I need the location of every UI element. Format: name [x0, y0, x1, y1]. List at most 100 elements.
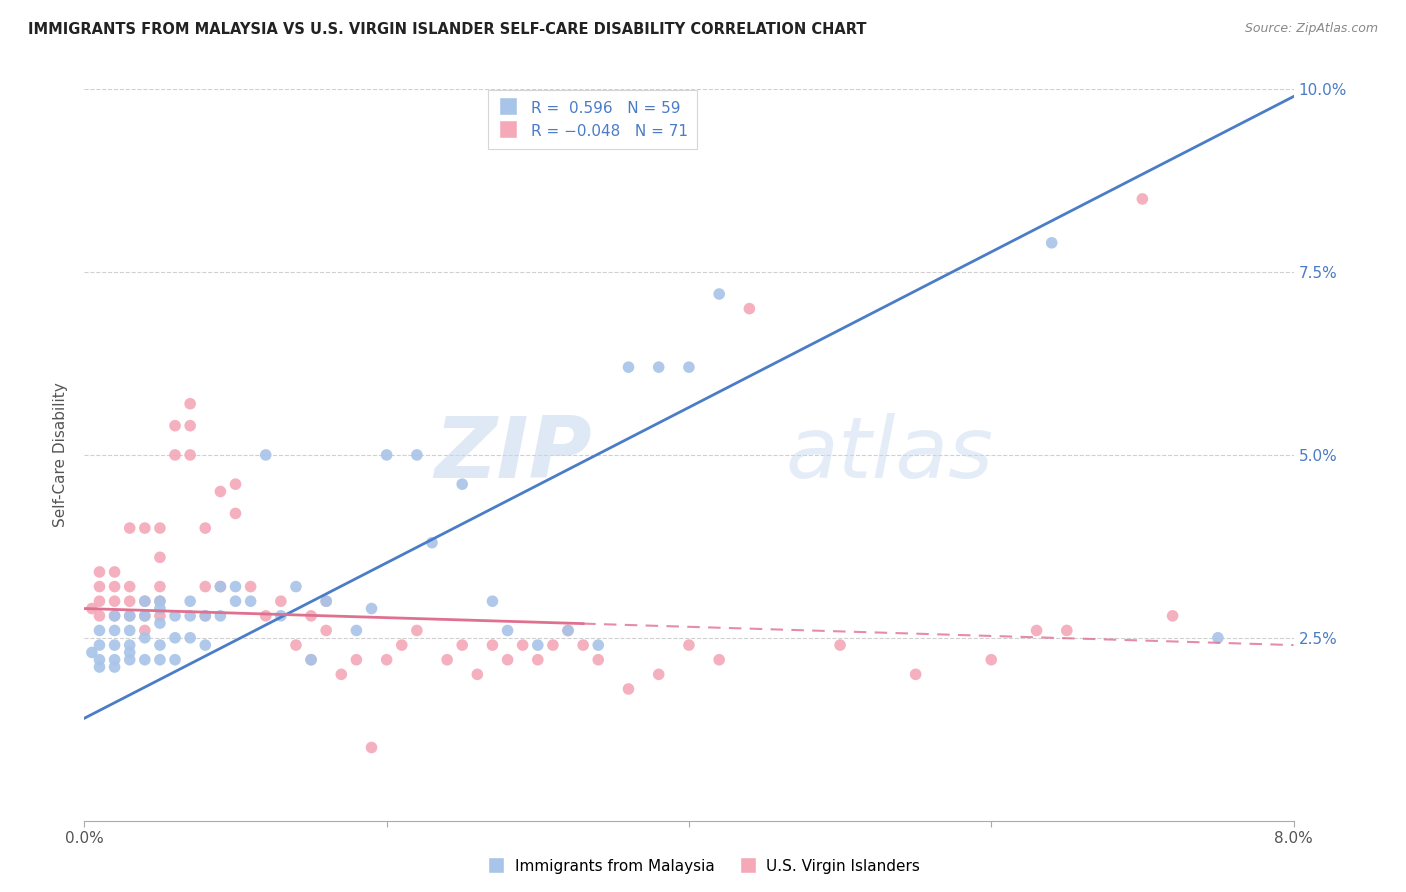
Point — [239, 580, 262, 594]
Point — [134, 624, 156, 638]
Point — [149, 521, 172, 535]
Point — [179, 397, 201, 411]
Point — [375, 653, 398, 667]
Point — [134, 594, 156, 608]
Point — [134, 608, 156, 623]
Point — [285, 638, 308, 652]
Text: Source: ZipAtlas.com: Source: ZipAtlas.com — [1244, 22, 1378, 36]
Point — [315, 594, 337, 608]
Legend: Immigrants from Malaysia, U.S. Virgin Islanders: Immigrants from Malaysia, U.S. Virgin Is… — [479, 853, 927, 880]
Point — [89, 608, 111, 623]
Point — [738, 301, 761, 316]
Point — [165, 418, 187, 433]
Point — [104, 565, 127, 579]
Point — [588, 653, 610, 667]
Point — [149, 601, 172, 615]
Point — [346, 624, 368, 638]
Point — [678, 360, 700, 375]
Point — [481, 594, 503, 608]
Point — [80, 601, 103, 615]
Point — [118, 645, 141, 659]
Point — [80, 645, 103, 659]
Point — [648, 667, 671, 681]
Point — [406, 624, 429, 638]
Point — [299, 653, 322, 667]
Point — [451, 477, 474, 491]
Point — [1040, 235, 1063, 250]
Point — [541, 638, 564, 652]
Point — [346, 653, 368, 667]
Point — [165, 608, 187, 623]
Point — [467, 667, 489, 681]
Point — [194, 580, 217, 594]
Point — [360, 601, 382, 615]
Point — [209, 608, 232, 623]
Point — [557, 624, 579, 638]
Point — [118, 608, 141, 623]
Point — [149, 616, 172, 631]
Point — [557, 624, 579, 638]
Point — [436, 653, 458, 667]
Point — [149, 594, 172, 608]
Point — [118, 521, 141, 535]
Point — [89, 594, 111, 608]
Point — [299, 653, 322, 667]
Point — [270, 594, 292, 608]
Point — [89, 660, 111, 674]
Point — [527, 653, 550, 667]
Point — [830, 638, 852, 652]
Point — [89, 580, 111, 594]
Point — [527, 638, 550, 652]
Point — [118, 580, 141, 594]
Legend: R =  0.596   N = 59, R = −0.048   N = 71: R = 0.596 N = 59, R = −0.048 N = 71 — [488, 89, 697, 149]
Point — [118, 638, 141, 652]
Point — [149, 608, 172, 623]
Point — [104, 594, 127, 608]
Point — [1132, 192, 1154, 206]
Point — [225, 594, 247, 608]
Point — [194, 608, 217, 623]
Point — [270, 608, 292, 623]
Point — [149, 550, 172, 565]
Point — [420, 535, 443, 549]
Point — [194, 608, 217, 623]
Point — [149, 594, 172, 608]
Point — [165, 631, 187, 645]
Point — [588, 638, 610, 652]
Point — [406, 448, 429, 462]
Text: atlas: atlas — [786, 413, 994, 497]
Point — [572, 638, 595, 652]
Point — [225, 507, 247, 521]
Point — [179, 631, 201, 645]
Point — [678, 638, 700, 652]
Point — [104, 624, 127, 638]
Point — [980, 653, 1002, 667]
Point — [104, 608, 127, 623]
Point — [496, 624, 519, 638]
Text: IMMIGRANTS FROM MALAYSIA VS U.S. VIRGIN ISLANDER SELF-CARE DISABILITY CORRELATIO: IMMIGRANTS FROM MALAYSIA VS U.S. VIRGIN … — [28, 22, 866, 37]
Point — [1025, 624, 1047, 638]
Point — [299, 608, 322, 623]
Point — [225, 580, 247, 594]
Point — [134, 594, 156, 608]
Text: ZIP: ZIP — [434, 413, 592, 497]
Point — [254, 448, 277, 462]
Point — [104, 608, 127, 623]
Point — [179, 594, 201, 608]
Point — [648, 360, 671, 375]
Point — [617, 681, 640, 696]
Point — [1206, 631, 1229, 645]
Point — [375, 448, 398, 462]
Point — [315, 624, 337, 638]
Point — [165, 653, 187, 667]
Point — [118, 653, 141, 667]
Point — [118, 594, 141, 608]
Point — [194, 521, 217, 535]
Point — [118, 608, 141, 623]
Point — [1161, 608, 1184, 623]
Point — [709, 287, 731, 301]
Point — [451, 638, 474, 652]
Point — [481, 638, 503, 652]
Point — [118, 624, 141, 638]
Point — [89, 638, 111, 652]
